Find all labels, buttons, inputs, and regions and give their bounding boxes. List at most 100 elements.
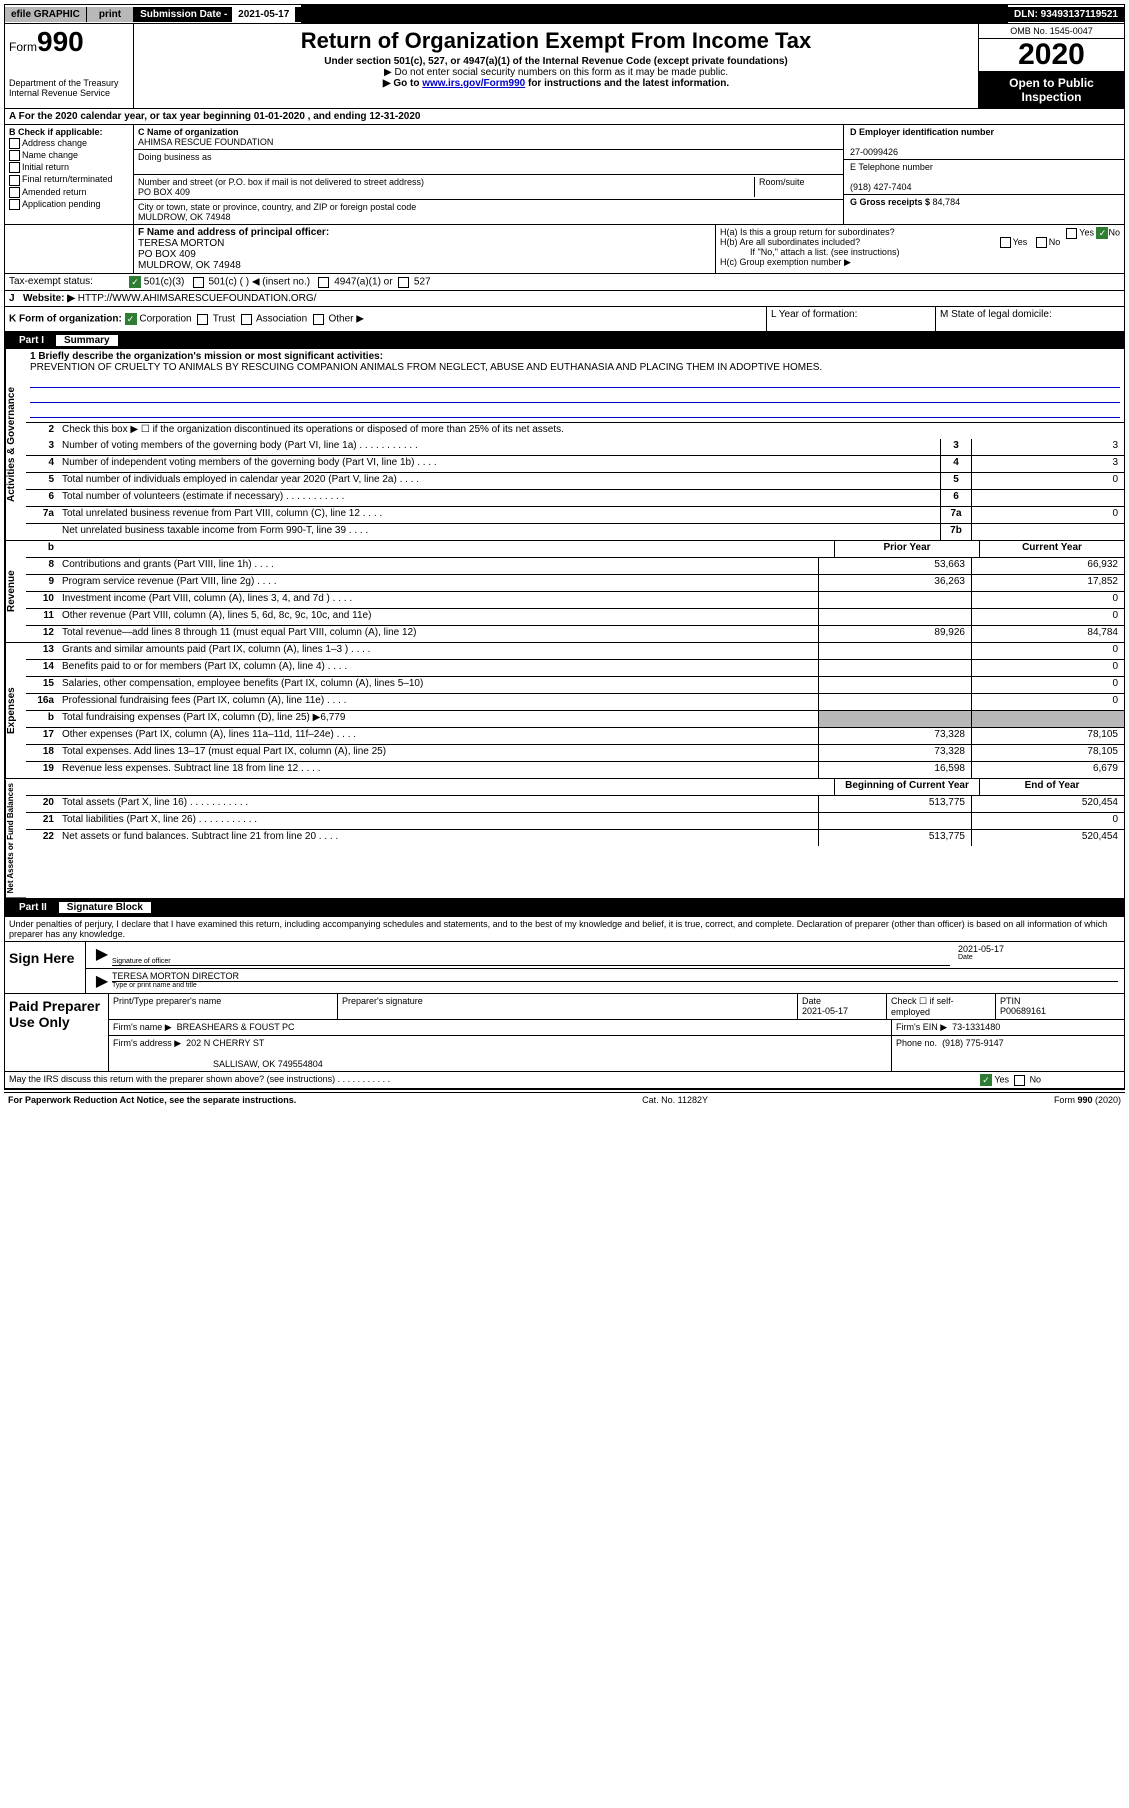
cb-527[interactable]	[398, 277, 409, 288]
firm-ein: 73-1331480	[952, 1022, 1000, 1032]
l9-prior: 36,263	[818, 575, 971, 591]
l19-current: 6,679	[971, 762, 1124, 778]
dept-label: Department of the Treasury Internal Reve…	[9, 78, 129, 98]
discuss-yes-checked: ✓	[980, 1074, 992, 1086]
sig-arrow-icon: ▶	[92, 971, 112, 991]
l16a-current: 0	[971, 694, 1124, 710]
l20-end: 520,454	[971, 796, 1124, 812]
governance-section: Activities & Governance 1 Briefly descri…	[4, 349, 1125, 541]
l13-prior	[818, 643, 971, 659]
l7b-value	[971, 524, 1124, 540]
section-l: L Year of formation:	[766, 307, 935, 331]
section-d: D Employer identification number 27-0099…	[843, 125, 1124, 224]
ha-no-checked: ✓	[1096, 227, 1108, 239]
section-f	[5, 225, 134, 273]
l9-current: 17,852	[971, 575, 1124, 591]
irs-link[interactable]: www.irs.gov/Form990	[422, 78, 525, 89]
l10-prior	[818, 592, 971, 608]
ptin-value: P00689161	[1000, 1006, 1046, 1016]
l16b-shade2	[971, 711, 1124, 727]
officer-addr2: MULDROW, OK 74948	[138, 260, 711, 271]
revenue-section: Revenue bPrior YearCurrent Year 8Contrib…	[4, 541, 1125, 643]
gross-value: 84,784	[933, 197, 961, 207]
sign-here-label: Sign Here	[5, 942, 86, 993]
discuss-no[interactable]	[1014, 1075, 1025, 1086]
phone-value: (918) 427-7404	[850, 182, 1118, 192]
mission-text: PREVENTION OF CRUELTY TO ANIMALS BY RESC…	[30, 362, 1120, 373]
section-m: M State of legal domicile:	[935, 307, 1124, 331]
omb-number: OMB No. 1545-0047	[979, 24, 1124, 39]
l5-value: 0	[971, 473, 1124, 489]
submission-date-label: Submission Date - 2021-05-17	[134, 7, 301, 22]
footer-right: Form 990 (2020)	[1054, 1095, 1121, 1105]
form-subtitle: Under section 501(c), 527, or 4947(a)(1)…	[142, 56, 970, 67]
phone-label: E Telephone number	[850, 162, 1118, 172]
l22-end: 520,454	[971, 830, 1124, 846]
footer-mid: Cat. No. 11282Y	[642, 1095, 708, 1105]
cb-final-return[interactable]: Final return/terminated	[9, 174, 129, 185]
page-footer: For Paperwork Reduction Act Notice, see …	[4, 1092, 1125, 1107]
org-name-label: C Name of organization	[138, 127, 839, 137]
l22-begin: 513,775	[818, 830, 971, 846]
top-bar: efile GRAPHIC print Submission Date - 20…	[4, 4, 1125, 24]
efile-label: efile GRAPHIC	[5, 7, 87, 22]
header-right: OMB No. 1545-0047 2020 Open to Public In…	[978, 24, 1124, 108]
website-value: HTTP://WWW.AHIMSARESCUEFOUNDATION.ORG/	[78, 293, 317, 304]
l20-begin: 513,775	[818, 796, 971, 812]
l18-current: 78,105	[971, 745, 1124, 761]
cb-name-change[interactable]: Name change	[9, 150, 129, 161]
signature-declaration: Under penalties of perjury, I declare th…	[5, 917, 1124, 941]
tax-year: 2020	[979, 39, 1124, 72]
l17-current: 78,105	[971, 728, 1124, 744]
l7a-value: 0	[971, 507, 1124, 523]
line-a: A For the 2020 calendar year, or tax yea…	[4, 109, 1125, 125]
cb-address-change[interactable]: Address change	[9, 138, 129, 149]
cb-4947[interactable]	[318, 277, 329, 288]
addr-label: Number and street (or P.O. box if mail i…	[138, 177, 754, 187]
prep-date: 2021-05-17	[802, 1006, 848, 1016]
revenue-tab: Revenue	[5, 541, 26, 643]
discuss-question: May the IRS discuss this return with the…	[9, 1074, 980, 1086]
l15-prior	[818, 677, 971, 693]
print-button[interactable]: print	[87, 7, 134, 22]
firm-addr2: SALLISAW, OK 749554804	[113, 1059, 323, 1069]
l10-current: 0	[971, 592, 1124, 608]
hb-no[interactable]	[1036, 237, 1047, 248]
l4-value: 3	[971, 456, 1124, 472]
l14-current: 0	[971, 660, 1124, 676]
l16b-shade1	[818, 711, 971, 727]
l12-prior: 89,926	[818, 626, 971, 642]
part2-header: Part II Signature Block	[4, 899, 1125, 916]
form-note2: ▶ Go to www.irs.gov/Form990 for instruct…	[142, 78, 970, 89]
l11-prior	[818, 609, 971, 625]
501c3-checked: ✓	[129, 276, 141, 288]
netassets-section: Net Assets or Fund Balances Beginning of…	[4, 779, 1125, 899]
officer-print-name: TERESA MORTON DIRECTOR	[112, 971, 1118, 982]
section-f-content: F Name and address of principal officer:…	[134, 225, 716, 273]
header-left: Form990 Department of the Treasury Inter…	[5, 24, 134, 108]
cb-pending[interactable]: Application pending	[9, 199, 129, 210]
cb-trust[interactable]	[197, 314, 208, 325]
l11-current: 0	[971, 609, 1124, 625]
section-klm: K Form of organization: ✓ Corporation Tr…	[4, 307, 1125, 332]
form-header: Form990 Department of the Treasury Inter…	[4, 24, 1125, 109]
l3-value: 3	[971, 439, 1124, 455]
l21-end: 0	[971, 813, 1124, 829]
part1-header: Part I Summary	[4, 332, 1125, 349]
cb-amended[interactable]: Amended return	[9, 187, 129, 198]
cb-assoc[interactable]	[241, 314, 252, 325]
governance-tab: Activities & Governance	[5, 349, 26, 541]
cb-other[interactable]	[313, 314, 324, 325]
l18-prior: 73,328	[818, 745, 971, 761]
firm-addr1: 202 N CHERRY ST	[186, 1038, 264, 1048]
ha-yes[interactable]	[1066, 228, 1077, 239]
cb-initial-return[interactable]: Initial return	[9, 162, 129, 173]
hb-yes[interactable]	[1000, 237, 1011, 248]
footer-left: For Paperwork Reduction Act Notice, see …	[8, 1095, 296, 1105]
room-label: Room/suite	[754, 177, 839, 197]
l19-prior: 16,598	[818, 762, 971, 778]
cb-501c[interactable]	[193, 277, 204, 288]
dba-label: Doing business as	[138, 152, 839, 162]
section-i: Tax-exempt status: ✓ 501(c)(3) 501(c) ( …	[4, 274, 1125, 291]
org-address: PO BOX 409	[138, 187, 754, 197]
